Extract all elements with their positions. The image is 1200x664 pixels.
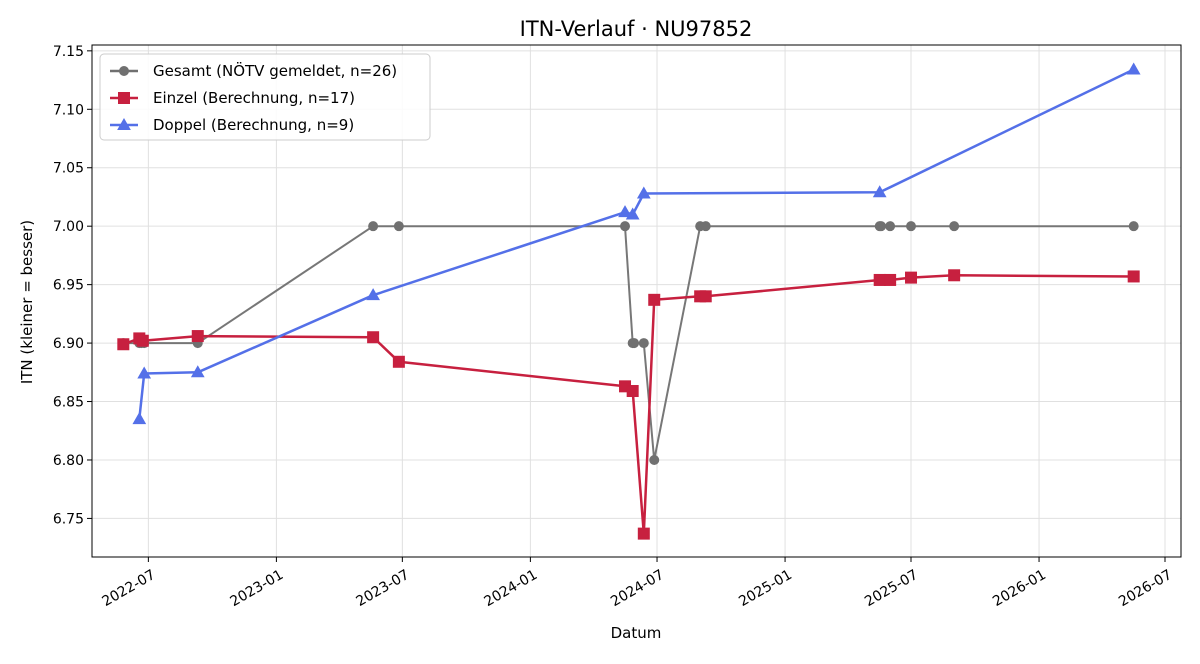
data-point — [872, 185, 887, 198]
legend-marker — [119, 66, 129, 76]
data-point — [885, 221, 896, 232]
legend-box — [99, 53, 431, 141]
y-tick-label: 7.15 — [53, 44, 84, 60]
legend-marker — [117, 117, 131, 130]
x-tick-label: 2024-01 — [482, 567, 541, 610]
data-point — [191, 330, 204, 343]
series-2 — [117, 269, 1140, 540]
legend-label: Doppel (Berechnung, n=9) — [153, 116, 354, 134]
y-tick-label: 7.10 — [53, 102, 84, 118]
data-point — [884, 273, 897, 286]
legend-item: Gesamt (NÖTV gemeldet, n=26) — [110, 61, 397, 80]
data-point — [906, 221, 917, 232]
y-tick-label: 6.85 — [53, 395, 84, 411]
data-point — [618, 205, 632, 218]
y-axis-label: ITN (kleiner = besser) — [18, 220, 36, 384]
data-point — [132, 412, 147, 425]
data-point — [948, 269, 961, 282]
y-tick-label: 7.05 — [53, 161, 84, 177]
legend-item: Einzel (Berechnung, n=17) — [110, 89, 355, 107]
data-point — [649, 454, 660, 465]
data-point — [648, 293, 661, 306]
y-tick-label: 6.80 — [53, 453, 84, 469]
data-point — [136, 334, 149, 347]
data-point — [873, 273, 886, 286]
data-point — [636, 186, 651, 199]
data-point — [876, 221, 887, 232]
data-point — [905, 271, 918, 284]
data-point — [620, 221, 631, 232]
chart-title: ITN-Verlauf · NU97852 — [520, 17, 753, 41]
y-tick-label: 7.00 — [53, 219, 84, 235]
data-point — [368, 221, 379, 232]
y-tick-label: 6.95 — [53, 278, 84, 294]
data-point — [1128, 221, 1139, 232]
data-point — [949, 221, 960, 232]
data-point — [637, 527, 650, 540]
series-3 — [132, 62, 1141, 425]
x-tick-label: 2025-07 — [862, 567, 921, 610]
x-tick-label: 2023-07 — [353, 567, 412, 610]
legend-label: Gesamt (NÖTV gemeldet, n=26) — [153, 61, 397, 80]
x-tick-label: 2026-01 — [990, 567, 1049, 610]
data-point — [638, 338, 649, 349]
series-layer — [117, 62, 1141, 540]
x-axis-label: Datum — [611, 624, 662, 642]
data-point — [1126, 62, 1141, 75]
legend: Gesamt (NÖTV gemeldet, n=26) Einzel (Bere… — [99, 53, 431, 141]
y-tick-label: 6.75 — [53, 511, 84, 527]
data-point — [117, 338, 130, 351]
series-line — [122, 274, 1134, 535]
data-point — [137, 366, 152, 379]
legend-marker — [118, 92, 130, 104]
x-tick-label: 2024-07 — [608, 567, 667, 610]
data-point — [392, 355, 405, 368]
x-tick-label: 2022-07 — [99, 567, 158, 610]
legend-label: Einzel (Berechnung, n=17) — [153, 89, 355, 107]
x-tick-label: 2023-01 — [228, 567, 287, 610]
data-point — [700, 221, 711, 232]
data-point — [625, 207, 640, 220]
data-point — [1127, 270, 1140, 283]
plot-frame — [91, 44, 1182, 558]
data-point — [626, 385, 639, 398]
y-tick-label: 6.90 — [53, 336, 84, 352]
data-point — [366, 288, 380, 301]
data-point — [393, 221, 404, 232]
x-tick-label: 2025-01 — [736, 567, 795, 610]
x-tick-label: 2026-07 — [1116, 567, 1175, 610]
data-point — [629, 338, 640, 349]
data-point — [367, 331, 380, 344]
legend-item: Doppel (Berechnung, n=9) — [110, 116, 354, 134]
data-point — [699, 290, 712, 303]
data-point — [190, 365, 205, 378]
